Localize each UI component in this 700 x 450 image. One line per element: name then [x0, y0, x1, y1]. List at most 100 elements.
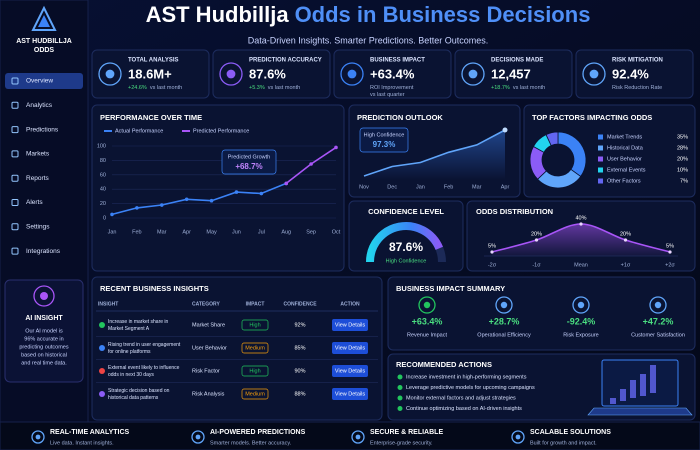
impact-value: +63.4%: [412, 316, 443, 326]
nav-item[interactable]: Markets: [26, 151, 50, 158]
point: [623, 238, 628, 242]
row-icon: [99, 322, 105, 328]
panel: [333, 49, 452, 99]
nav-item[interactable]: Alerts: [26, 199, 43, 206]
nav-item[interactable]: Overview: [26, 78, 53, 85]
panel-title: CONFIDENCE LEVEL: [368, 207, 444, 216]
action-button[interactable]: [332, 342, 368, 354]
action-label[interactable]: View Details: [335, 345, 365, 351]
nav-item[interactable]: Settings: [26, 224, 50, 231]
logo-text: ODDS: [34, 47, 55, 54]
icon: [219, 62, 243, 86]
title-part: Odds in Business Decisions: [295, 2, 591, 27]
gauge-caption: High Confidence: [386, 258, 427, 264]
icon-dot: [105, 69, 115, 79]
bullet: [397, 385, 403, 390]
x-tick-label: Oct: [332, 229, 341, 235]
icon: [351, 430, 365, 444]
row-icon: [99, 345, 105, 351]
icon-dot: [577, 301, 585, 309]
impact-label: Customer Satisfaction: [631, 332, 685, 338]
panel-title: BUSINESS IMPACT SUMMARY: [396, 284, 505, 293]
point: [490, 250, 494, 254]
nav-active[interactable]: [5, 73, 83, 89]
action-label[interactable]: View Details: [335, 368, 365, 374]
bullet: [397, 395, 403, 401]
end-point: [502, 127, 508, 133]
footer-text: Live data. Instant insights.: [50, 440, 114, 446]
kpi-label: DECISIONS MADE: [491, 58, 543, 64]
annotation-label: Predicted Growth: [228, 154, 271, 160]
action-button[interactable]: [332, 319, 368, 331]
insight-text: for online platforms: [108, 349, 151, 355]
action-item: Increase investment in high-performing s…: [406, 374, 527, 380]
icon-dot: [515, 434, 521, 440]
kpi-note: +24.6% vs last month: [128, 85, 182, 91]
value-label: 20%: [620, 231, 631, 237]
icon: [31, 430, 45, 444]
laptop-bar: [630, 380, 636, 398]
legend-value: 7%: [680, 178, 688, 184]
kpi-value: +63.4%: [370, 66, 415, 81]
value-label: 5%: [666, 243, 674, 249]
kpi-note-text: ROI Improvement: [370, 85, 414, 91]
row-icon: [99, 391, 105, 397]
subtitle: Data-Driven Insights. Smarter Prediction…: [248, 35, 489, 45]
legend-swatch: [598, 134, 603, 140]
area: [492, 224, 670, 256]
kpi-note: vs last quarter: [370, 92, 405, 98]
annotation-value: 97.3%: [373, 140, 396, 149]
x-tick-label: Jan: [108, 229, 117, 235]
x-tick-label: Mean: [574, 262, 588, 268]
point: [209, 198, 214, 203]
icon-dot: [40, 292, 48, 300]
nav-item[interactable]: Predictions: [26, 126, 59, 133]
insight-text: Rising trend in user engagement: [108, 342, 181, 348]
action-label[interactable]: View Details: [335, 322, 365, 328]
impact-label: Risk Exposure: [563, 332, 598, 338]
nav-item[interactable]: Analytics: [26, 102, 53, 109]
point: [159, 203, 164, 207]
action-label[interactable]: View Details: [335, 391, 365, 397]
gauge-label: 87.6%: [389, 240, 423, 254]
impact-value: -92.4%: [567, 316, 596, 326]
panel: [91, 104, 345, 272]
x-tick-label: Mar: [157, 229, 167, 235]
x-tick-label: May: [206, 229, 217, 235]
y-tick-label: 20: [100, 201, 106, 207]
area: [364, 130, 505, 180]
footer-title: SCALABLE SOLUTIONS: [530, 429, 611, 436]
impact-badge: [241, 365, 269, 377]
confidence: 92%: [294, 322, 305, 328]
page-title: AST Hudbillja Odds in Business Decisions: [146, 2, 591, 27]
row-icon: [99, 368, 105, 374]
action-button[interactable]: [332, 365, 368, 377]
y-tick-label: 80: [100, 158, 106, 164]
point: [234, 190, 239, 194]
action-item: Continue optimizing based on AI-driven i…: [406, 406, 522, 412]
panel: [348, 200, 464, 272]
nav-icon: [11, 247, 19, 255]
value-label: 5%: [488, 243, 496, 249]
icon: [572, 296, 590, 314]
nav-icon: [11, 126, 19, 134]
laptop-bar: [640, 374, 646, 396]
impact: Medium: [245, 345, 265, 351]
laptop-base: [587, 407, 693, 416]
legend-label: Actual Performance: [115, 128, 163, 134]
kpi-label: TOTAL ANALYSIS: [128, 58, 179, 64]
column-header: ACTION: [340, 301, 360, 307]
legend-swatch: [598, 145, 603, 151]
confidence: 88%: [294, 391, 305, 397]
action-button[interactable]: [332, 388, 368, 400]
legend-swatch: [598, 156, 603, 162]
icon-dot: [355, 434, 361, 440]
insight-title: AI INSIGHT: [25, 315, 63, 322]
nav-item[interactable]: Reports: [26, 175, 50, 182]
gauge-value: [366, 222, 443, 263]
nav-item[interactable]: Integrations: [26, 248, 61, 255]
x-tick-label: Jul: [258, 229, 265, 235]
title-part: AST Hudbillja: [146, 2, 290, 27]
insight-panel: [4, 279, 84, 383]
impact: High: [249, 368, 260, 374]
